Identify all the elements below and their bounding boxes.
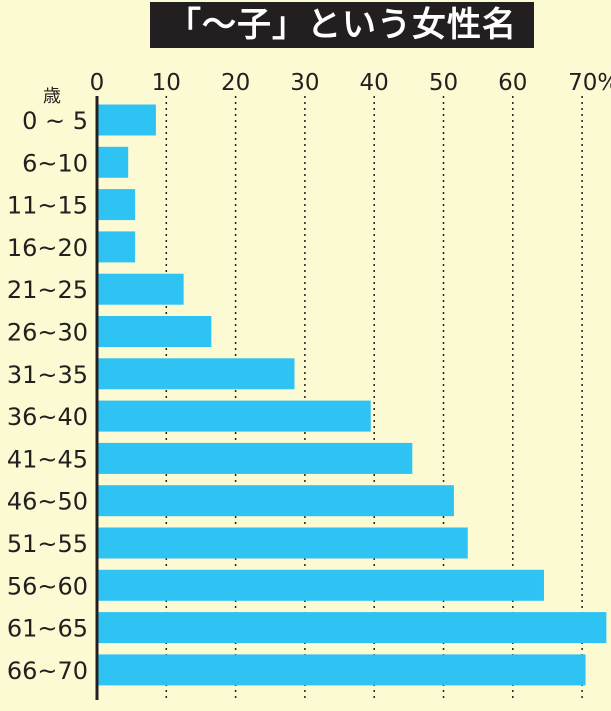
x-tick-label: 60 bbox=[498, 70, 527, 96]
bar bbox=[97, 400, 371, 432]
bar bbox=[97, 569, 544, 601]
x-tick-label: 30 bbox=[290, 70, 319, 96]
bar bbox=[97, 189, 136, 221]
category-label: 31~35 bbox=[7, 361, 88, 389]
category-label: 6~10 bbox=[22, 149, 88, 177]
bar bbox=[97, 146, 129, 178]
x-tick-labels: 0 10 20 30 40 50 60 70% bbox=[90, 70, 611, 96]
bar bbox=[97, 231, 136, 263]
x-tick-label: 10 bbox=[152, 70, 181, 96]
x-tick-label: 50 bbox=[429, 70, 458, 96]
category-label: 66~70 bbox=[7, 657, 88, 685]
x-tick-label: 40 bbox=[360, 70, 389, 96]
bars bbox=[97, 104, 607, 686]
category-label: 51~55 bbox=[7, 530, 88, 558]
category-label: 46~50 bbox=[7, 488, 88, 516]
bar bbox=[97, 442, 413, 474]
bar bbox=[97, 358, 295, 390]
grid-lines bbox=[165, 96, 583, 700]
category-label: 16~20 bbox=[7, 234, 88, 262]
bar bbox=[97, 527, 468, 559]
category-label: 41~45 bbox=[7, 445, 88, 473]
bar bbox=[97, 316, 212, 347]
bar bbox=[97, 273, 184, 305]
bar bbox=[97, 612, 607, 644]
category-label: 0 ~ 5 bbox=[22, 107, 88, 135]
category-labels: 0 ~ 5 6~10 11~15 16~20 21~25 26~30 31~35 36~40 4… bbox=[7, 107, 88, 685]
category-label: 61~65 bbox=[7, 615, 88, 643]
bar bbox=[97, 104, 156, 136]
category-label: 36~40 bbox=[7, 403, 88, 431]
bar bbox=[97, 654, 586, 686]
chart-title: 「〜子」という女性名 bbox=[150, 2, 534, 48]
x-tick-label: 20 bbox=[221, 70, 250, 96]
bar bbox=[97, 485, 454, 517]
x-tick-label: 70% bbox=[568, 70, 611, 96]
category-label: 26~30 bbox=[7, 319, 88, 347]
category-label: 21~25 bbox=[7, 276, 88, 304]
category-label: 56~60 bbox=[7, 572, 88, 600]
category-label: 11~15 bbox=[7, 192, 88, 220]
y-axis-unit-label: 歳 bbox=[43, 86, 61, 107]
x-tick-label: 0 bbox=[90, 70, 105, 96]
